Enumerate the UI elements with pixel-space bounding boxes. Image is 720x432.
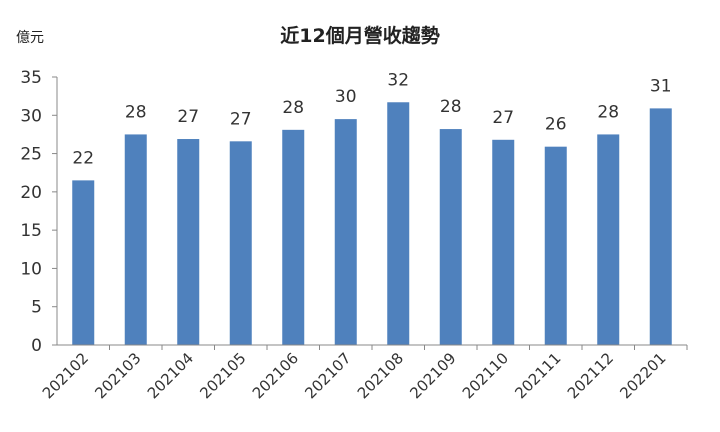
data-label: 32 [387,70,409,90]
x-tick-label: 202106 [249,349,302,402]
x-tick-label: 202102 [39,349,92,402]
x-tick-label: 202201 [616,349,669,402]
x-tick-label: 202110 [459,349,512,402]
bar [544,146,567,345]
chart-title: 近12個月營收趨勢 [280,24,439,47]
data-label: 28 [597,102,619,122]
data-label: 27 [230,109,252,129]
x-tick-label: 202108 [354,349,407,402]
x-tick-label: 202107 [301,349,354,402]
y-axis: 0 5 10 15 20 25 30 35 [20,68,58,356]
y-tick-label: 20 [20,183,42,203]
x-tick-label: 202109 [406,349,459,402]
data-label: 30 [335,87,357,107]
x-tick-label: 202111 [511,349,564,402]
y-tick-label: 30 [20,106,42,126]
bar [439,129,462,345]
x-axis: 202102 202103 202104 202105 202106 202107 2021… [39,344,688,402]
bar [177,139,200,345]
bar [597,134,620,345]
data-label: 26 [545,115,567,135]
y-tick-label: 0 [31,336,42,356]
bar [492,139,515,345]
y-tick-label: 15 [20,221,42,241]
bar [334,119,357,345]
bar [282,129,305,345]
bar [229,141,252,345]
data-label: 28 [125,102,147,122]
data-label: 22 [72,148,94,168]
data-label: 31 [650,76,672,96]
bar [649,108,672,345]
y-tick-label: 5 [31,298,42,318]
bar [72,180,95,345]
y-axis-unit-label: 億元 [16,30,44,46]
data-label: 27 [177,107,199,127]
bars: 22 28 27 27 28 30 32 28 27 26 28 31 [72,70,672,345]
data-label: 27 [492,108,514,128]
x-tick-label: 202103 [91,349,144,402]
x-tick-label: 202112 [564,349,617,402]
data-label: 28 [282,98,304,118]
bar [124,134,147,345]
x-tick-label: 202105 [196,349,249,402]
data-label: 28 [440,97,462,117]
y-tick-label: 35 [20,68,42,88]
bar [387,102,410,345]
y-tick-label: 25 [20,145,42,165]
x-tick-label: 202104 [144,349,197,402]
y-tick-label: 10 [20,259,42,279]
